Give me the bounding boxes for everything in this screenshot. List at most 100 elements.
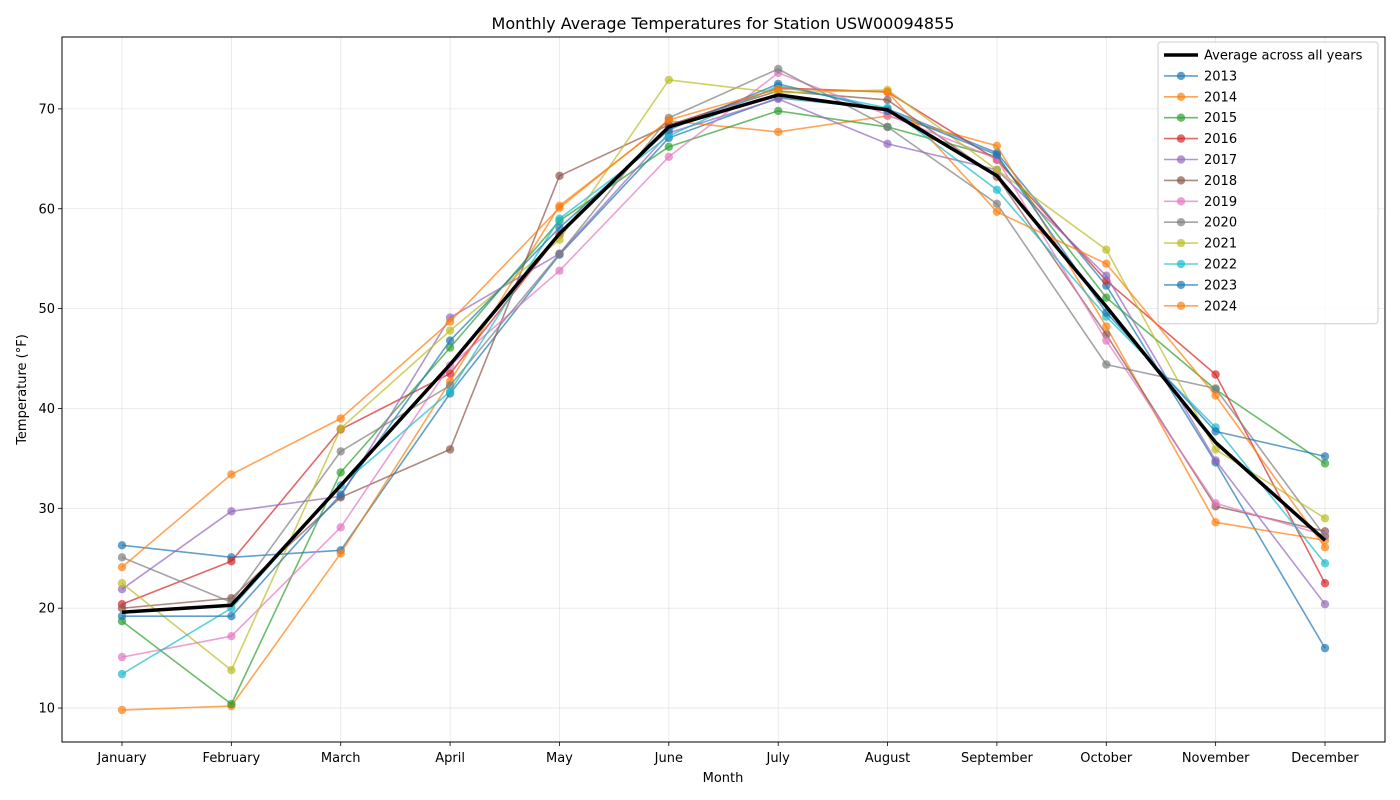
series-point-2022 [555, 214, 564, 223]
series-point-2023 [336, 490, 345, 499]
series-point-2021 [445, 326, 455, 335]
legend-entry-2015: 2015 [1164, 111, 1237, 126]
x-tick-label-july: July [765, 751, 790, 766]
legend-label: 2018 [1204, 174, 1237, 189]
series-point-2020 [883, 122, 892, 132]
y-tick-label: 20 [38, 602, 55, 617]
series-point-2019 [227, 632, 236, 641]
x-tick-label-october: October [1080, 751, 1133, 766]
plot-area-frame [61, 36, 1386, 743]
series-line-2023 [122, 83, 1326, 618]
series-line-2024 [121, 88, 1326, 568]
y-tick-label: 70 [38, 102, 55, 117]
y-axis-label: Temperature (°F) [15, 334, 30, 446]
series-point-2020 [555, 249, 564, 258]
x-tick-label-may: May [546, 751, 573, 766]
series-point-2020 [992, 199, 1002, 208]
series-2024 [117, 84, 1330, 572]
legend-label: 2024 [1204, 299, 1237, 314]
legend: Average across all years 2013 2014 2015 2016… [1157, 41, 1379, 325]
series-point-2016 [445, 369, 455, 378]
series-line-2017 [121, 98, 1326, 605]
legend-label: 2016 [1204, 132, 1237, 147]
series-line-2021 [121, 79, 1326, 671]
series-point-2018 [555, 171, 564, 180]
series-layer [117, 64, 1330, 715]
series-point-2019 [117, 652, 127, 662]
series-point-2020 [1102, 360, 1111, 369]
series-point-2020 [774, 64, 783, 74]
x-tick-label-march: March [321, 751, 361, 766]
series-line-2018 [121, 90, 1326, 609]
series-point-2020 [117, 553, 127, 562]
series-point-2021 [227, 665, 236, 675]
series-point-2014 [774, 127, 783, 137]
legend-entry-2013: 2013 [1164, 69, 1237, 84]
series-point-2015 [445, 343, 455, 352]
x-tick-label-june: June [654, 751, 683, 766]
legend-marker [1176, 113, 1186, 122]
chart-title: Monthly Average Temperatures for Station… [492, 14, 955, 33]
series-point-2017 [1211, 456, 1220, 465]
series-point-2017 [117, 585, 127, 594]
series-point-2024 [445, 317, 455, 326]
series-point-2016 [1211, 370, 1220, 379]
series-point-2014 [336, 549, 345, 558]
legend-entry-2021: 2021 [1164, 237, 1237, 252]
legend-entry-2018: 2018 [1164, 174, 1237, 189]
series-2021 [117, 75, 1330, 675]
series-point-2015 [664, 142, 673, 151]
series-point-2018 [883, 95, 892, 105]
y-axis-ticks: 10 20 30 40 50 60 70 [38, 102, 62, 717]
series-point-2020 [1211, 384, 1220, 393]
x-axis-ticks: January February March April May June July Augu… [96, 742, 1359, 766]
series-point-2019 [336, 523, 345, 532]
legend-label: 2021 [1204, 237, 1237, 252]
series-point-2024 [1320, 543, 1330, 552]
series-point-2024 [227, 470, 236, 479]
legend-marker [1176, 71, 1186, 81]
series-point-2022 [992, 185, 1002, 194]
series-point-2015 [1320, 459, 1330, 468]
series-2015 [117, 106, 1330, 709]
legend-entry-2017: 2017 [1164, 153, 1237, 168]
series-point-2021 [336, 424, 345, 433]
series-2022 [117, 81, 1330, 679]
series-point-2024 [992, 207, 1002, 216]
legend-marker [1176, 155, 1186, 164]
series-point-2023 [992, 150, 1002, 159]
series-point-2017 [1320, 600, 1330, 609]
series-line-2015 [121, 110, 1326, 705]
series-point-2014 [117, 705, 127, 715]
legend-marker [1176, 92, 1186, 102]
legend-marker [1176, 176, 1186, 185]
legend-label: 2017 [1204, 153, 1237, 168]
series-point-2017 [1102, 271, 1111, 280]
series-point-2015 [336, 468, 345, 477]
x-tick-label-november: November [1182, 751, 1250, 766]
series-point-2024 [1211, 391, 1220, 400]
legend-entry-2016: 2016 [1164, 132, 1237, 147]
series-point-2015 [227, 699, 236, 709]
legend-label: 2015 [1204, 111, 1237, 126]
series-line-2019 [121, 72, 1326, 658]
x-axis-label: Month [703, 771, 744, 786]
series-average [121, 93, 1327, 614]
series-point-2014 [1211, 518, 1220, 527]
series-point-2015 [774, 106, 783, 116]
series-point-2023 [1211, 427, 1220, 436]
series-point-2024 [664, 115, 673, 125]
series-point-2014 [992, 141, 1002, 150]
series-point-2023 [227, 612, 236, 621]
series-point-2024 [1102, 259, 1111, 268]
legend-box [1157, 41, 1379, 325]
series-point-2024 [336, 414, 345, 423]
legend-label: 2019 [1204, 195, 1237, 210]
legend-label: 2022 [1204, 258, 1237, 273]
x-tick-label-december: December [1291, 751, 1359, 766]
legend-entry-2019: 2019 [1164, 195, 1237, 210]
series-point-2023 [445, 336, 455, 345]
series-point-2017 [227, 507, 236, 516]
series-point-2013 [1320, 643, 1330, 653]
series-2019 [117, 68, 1330, 662]
